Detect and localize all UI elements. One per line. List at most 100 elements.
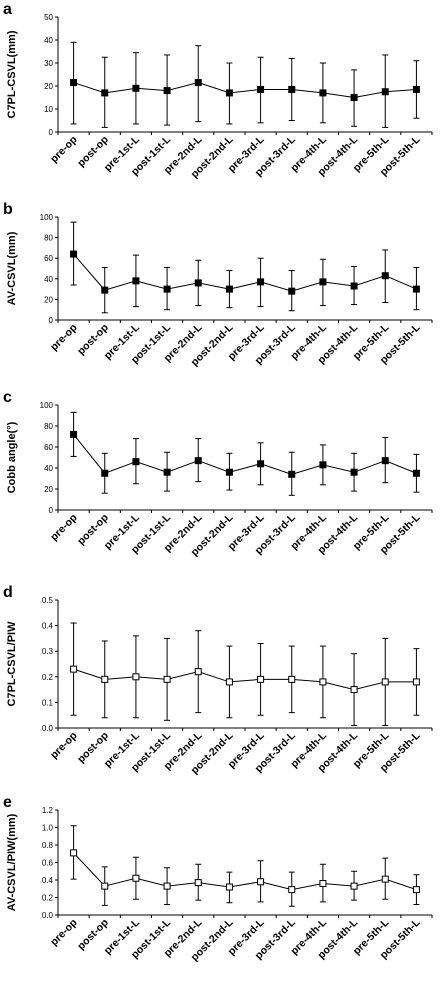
panel-letter-e: e — [3, 794, 12, 811]
y-tick-label: 0.2 — [42, 673, 54, 682]
y-tick-label: 1.0 — [42, 824, 54, 833]
data-point — [288, 470, 296, 478]
data-point — [194, 457, 202, 465]
data-point — [194, 79, 202, 87]
data-point — [163, 468, 171, 476]
panel-letter-b: b — [3, 201, 13, 218]
data-point — [101, 469, 109, 477]
data-point — [412, 886, 420, 894]
y-tick-label: 20 — [44, 295, 53, 304]
data-point — [381, 272, 389, 280]
data-point — [70, 250, 78, 258]
data-point — [194, 279, 202, 287]
data-point — [70, 430, 78, 438]
data-point — [132, 458, 140, 466]
data-point — [350, 94, 358, 101]
data-point — [70, 79, 78, 87]
data-point — [288, 85, 296, 93]
data-point — [381, 88, 389, 96]
data-point — [225, 89, 233, 97]
y-tick-label: 60 — [44, 254, 53, 263]
data-point — [101, 89, 109, 97]
panel-letter-c: c — [3, 389, 12, 406]
y-axis-label-c: Cobb angle(°) — [6, 421, 18, 493]
series-line-e — [73, 852, 417, 891]
data-point — [412, 469, 420, 477]
y-tick-label: 20 — [44, 485, 53, 494]
y-tick-label: 0.4 — [42, 622, 54, 631]
y-tick-label: 40 — [44, 275, 53, 284]
y-tick-label: 0.4 — [42, 876, 54, 885]
y-tick-label: 50 — [44, 13, 53, 22]
series-line-a — [73, 82, 417, 99]
y-tick-label: 0.5 — [42, 596, 54, 605]
y-tick-label: 0.0 — [42, 724, 54, 733]
data-point — [101, 882, 109, 890]
y-tick-label: 10 — [44, 105, 53, 114]
series-line-c — [73, 434, 417, 475]
data-point — [257, 85, 265, 93]
y-tick-label: 0.8 — [42, 841, 54, 850]
y-tick-label: 1.2 — [42, 806, 54, 815]
y-tick-label: 0 — [49, 316, 54, 325]
data-point — [257, 878, 265, 886]
data-point — [70, 665, 78, 673]
data-point — [70, 849, 78, 857]
data-point — [381, 875, 389, 883]
data-point — [225, 285, 233, 293]
data-point — [350, 882, 358, 890]
data-point — [163, 285, 171, 293]
data-point — [350, 686, 358, 694]
data-point — [288, 675, 296, 683]
y-tick-label: 0 — [49, 506, 54, 515]
data-point — [257, 460, 265, 468]
data-point — [319, 461, 327, 469]
y-tick-label: 30 — [44, 59, 53, 68]
data-point — [319, 880, 327, 887]
data-point — [132, 84, 140, 92]
data-point — [350, 282, 358, 290]
data-point — [381, 457, 389, 465]
panel-letter-d: d — [3, 584, 13, 601]
panel-letter-a: a — [3, 1, 12, 18]
data-point — [163, 87, 171, 95]
y-tick-label: 100 — [40, 213, 54, 222]
y-tick-label: 0 — [49, 128, 54, 137]
data-point — [319, 278, 327, 286]
data-point — [412, 678, 420, 686]
data-point — [319, 89, 327, 97]
data-point — [132, 874, 140, 882]
data-point — [194, 668, 202, 676]
data-point — [194, 879, 202, 887]
data-point — [350, 468, 358, 476]
y-tick-label: 0.0 — [42, 911, 54, 920]
data-point — [319, 678, 327, 686]
data-point — [101, 675, 109, 683]
y-tick-label: 0.6 — [42, 859, 54, 868]
y-tick-label: 40 — [44, 464, 53, 473]
y-axis-label-d: C7PL-CSVL/PIW — [6, 621, 18, 707]
y-tick-label: 80 — [44, 234, 53, 243]
data-point — [225, 883, 233, 891]
data-point — [132, 277, 140, 285]
data-point — [225, 468, 233, 476]
y-axis-label-b: AV-CSVL(mm) — [6, 231, 18, 305]
y-tick-label: 0.1 — [42, 698, 54, 707]
series-line-b — [73, 253, 417, 292]
data-point — [288, 886, 296, 894]
data-point — [257, 278, 265, 286]
series-line-d — [73, 668, 417, 691]
data-point — [163, 675, 171, 683]
y-tick-label: 80 — [44, 422, 53, 431]
data-point — [412, 85, 420, 93]
y-tick-label: 0.3 — [42, 647, 54, 656]
y-tick-label: 40 — [44, 36, 53, 45]
data-point — [257, 675, 265, 683]
y-tick-label: 100 — [40, 401, 54, 410]
data-point — [163, 882, 171, 890]
y-tick-label: 20 — [44, 82, 53, 91]
y-tick-label: 0.2 — [42, 894, 54, 903]
data-point — [288, 287, 296, 295]
y-tick-label: 60 — [44, 443, 53, 452]
